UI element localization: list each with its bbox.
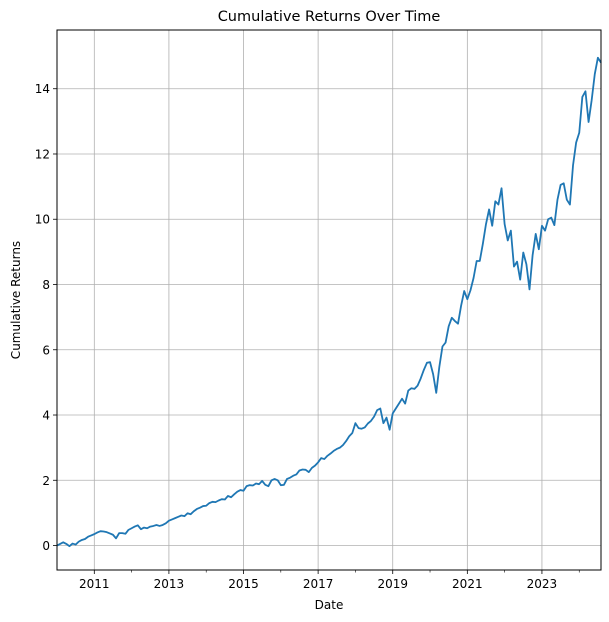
y-tick-label: 14	[35, 82, 50, 96]
y-tick-label: 10	[35, 213, 50, 227]
y-tick-label: 6	[42, 343, 50, 357]
x-tick-label: 2021	[452, 577, 483, 591]
x-tick-label: 2019	[377, 577, 408, 591]
x-tick-label: 2011	[79, 577, 110, 591]
y-tick-label: 12	[35, 147, 50, 161]
x-tick-label: 2013	[154, 577, 185, 591]
ticks: 0 2 4 6 8 10 12 14 2011 2013 2015 2017 2019 2021 2023	[35, 82, 580, 591]
axes-frame	[56, 29, 602, 571]
y-axis-label: Cumulative Returns	[9, 241, 23, 359]
y-tick-label: 2	[42, 474, 50, 488]
x-tick-label: 2023	[527, 577, 558, 591]
plot-area	[56, 56, 602, 548]
chart-title: Cumulative Returns Over Time	[218, 9, 441, 25]
y-tick-label: 4	[42, 409, 50, 423]
series-line-cumulative-returns	[56, 56, 602, 548]
y-tick-label: 8	[42, 278, 50, 292]
x-axis-label: Date	[315, 598, 344, 612]
y-tick-label: 0	[42, 539, 50, 553]
x-tick-label: 2015	[228, 577, 259, 591]
x-tick-label: 2017	[303, 577, 334, 591]
